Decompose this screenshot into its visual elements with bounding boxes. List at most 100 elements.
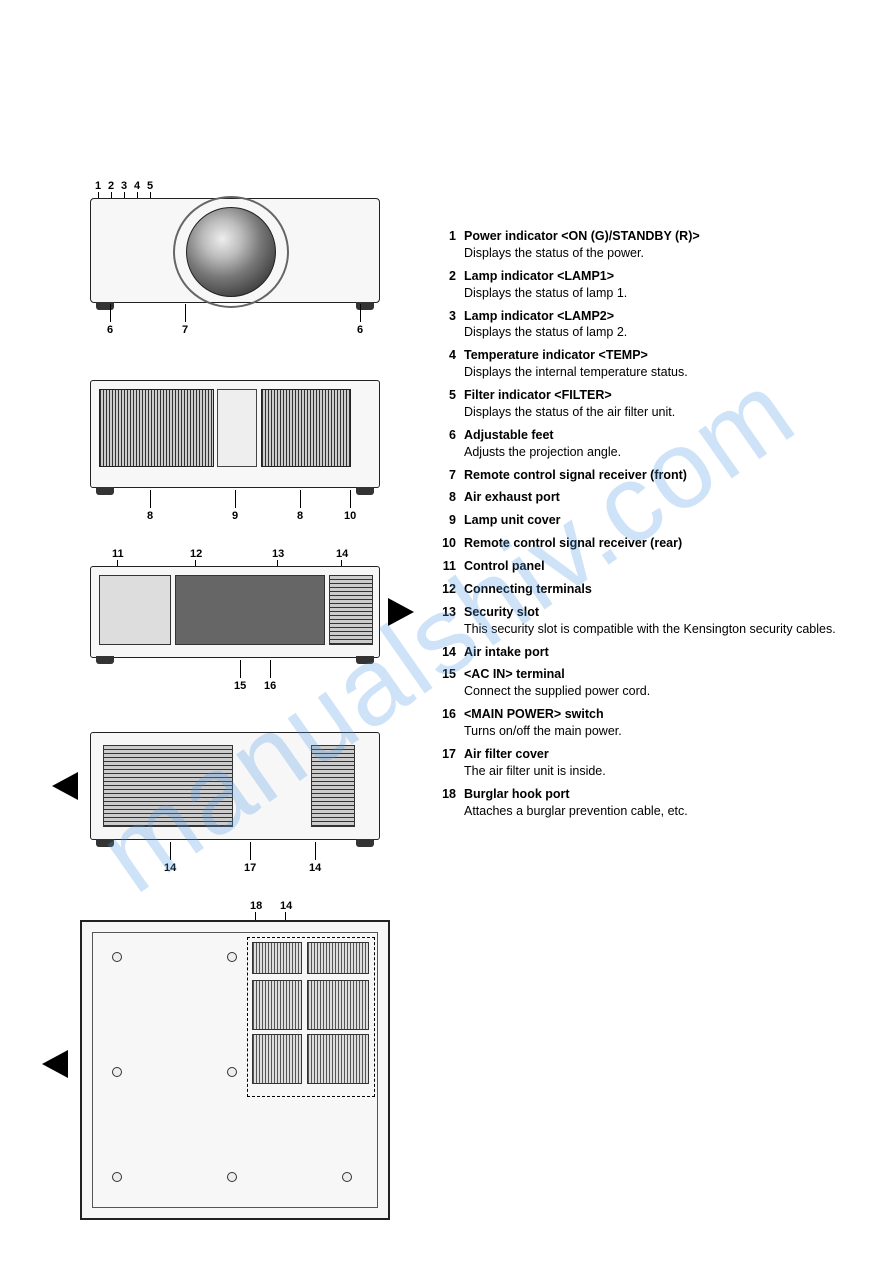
legend-title: Remote control signal receiver (front) (464, 468, 687, 482)
legend-item-15: 15<AC IN> terminal Connect the supplied p… (440, 666, 853, 700)
legend-title: Security slot (464, 605, 539, 619)
direction-arrow-right-icon (388, 598, 414, 626)
legend-item-1: 1Power indicator <ON (G)/STANDBY (R)>Dis… (440, 228, 853, 262)
legend-item-7: 7Remote control signal receiver (front) (440, 467, 853, 484)
lamp-cover-panel (217, 389, 257, 467)
legend-desc: Connect the supplied power cord. (464, 684, 650, 698)
legend-title: <AC IN> terminal (464, 667, 565, 681)
legend-desc: Displays the status of lamp 1. (464, 286, 627, 300)
legend-item-18: 18Burglar hook portAttaches a burglar pr… (440, 786, 853, 820)
legend-title: Adjustable feet (464, 428, 554, 442)
legend-num: 15 (440, 666, 464, 700)
control-panel-area (99, 575, 171, 645)
legend-num: 17 (440, 746, 464, 780)
callout-8a: 8 (147, 510, 153, 522)
legend-title: Lamp indicator <LAMP1> (464, 269, 614, 283)
legend-num: 16 (440, 706, 464, 740)
legend-title: Air exhaust port (464, 490, 560, 504)
projector-lens (186, 207, 276, 297)
legend-item-17: 17Air filter cover The air filter unit is… (440, 746, 853, 780)
legend-body: <AC IN> terminal Connect the supplied pow… (464, 666, 853, 700)
diagrams-column: 1 2 3 4 5 6 7 6 8 (40, 180, 420, 1223)
legend-item-16: 16<MAIN POWER> switchTurns on/off the ma… (440, 706, 853, 740)
legend-desc: The air filter unit is inside. (464, 764, 606, 778)
legend-num: 6 (440, 427, 464, 461)
legend-desc: Turns on/off the main power. (464, 724, 622, 738)
diagram-side-view (90, 732, 380, 840)
legend-item-14: 14Air intake port (440, 644, 853, 661)
callout-4: 4 (134, 180, 140, 192)
callout-9: 9 (232, 510, 238, 522)
diagram-rear-view (90, 380, 380, 488)
legend-desc: Displays the status of the power. (464, 246, 644, 260)
callout-18: 18 (250, 900, 262, 912)
legend-body: Security slot This security slot is compa… (464, 604, 853, 638)
legend-item-2: 2Lamp indicator <LAMP1>Displays the stat… (440, 268, 853, 302)
legend-title: Power indicator <ON (G)/STANDBY (R)> (464, 229, 700, 243)
legend-list: 1Power indicator <ON (G)/STANDBY (R)>Dis… (440, 228, 853, 819)
legend-title: Filter indicator <FILTER> (464, 388, 612, 402)
callout-12: 12 (190, 548, 202, 560)
legend-title: Connecting terminals (464, 582, 592, 596)
legend-item-3: 3Lamp indicator <LAMP2> Displays the stat… (440, 308, 853, 342)
legend-body: Lamp unit cover (464, 512, 853, 529)
diagram-front-view (90, 198, 380, 303)
callout-14a: 14 (336, 548, 348, 560)
callout-16: 16 (264, 680, 276, 692)
legend-desc: This security slot is compatible with th… (464, 622, 836, 636)
callout-7: 7 (182, 324, 188, 336)
callout-6b: 6 (357, 324, 363, 336)
legend-num: 5 (440, 387, 464, 421)
legend-body: Temperature indicator <TEMP> Displays the… (464, 347, 853, 381)
legend-num: 3 (440, 308, 464, 342)
legend-title: Temperature indicator <TEMP> (464, 348, 648, 362)
callout-15: 15 (234, 680, 246, 692)
legend-num: 9 (440, 512, 464, 529)
legend-desc: Adjusts the projection angle. (464, 445, 621, 459)
legend-item-12: 12Connecting terminals (440, 581, 853, 598)
legend-body: Adjustable feet Adjusts the projection an… (464, 427, 853, 461)
callout-1: 1 (95, 180, 101, 192)
legend-num: 13 (440, 604, 464, 638)
callout-14d: 14 (280, 900, 292, 912)
callout-14b: 14 (164, 862, 176, 874)
exhaust-grille-2 (261, 389, 351, 467)
legend-body: Connecting terminals (464, 581, 853, 598)
legend-body: Control panel (464, 558, 853, 575)
legend-body: <MAIN POWER> switchTurns on/off the main… (464, 706, 853, 740)
callout-11: 11 (112, 548, 124, 560)
legend-desc: Displays the internal temperature status… (464, 365, 688, 379)
legend-body: Remote control signal receiver (rear) (464, 535, 853, 552)
legend-item-10: 10Remote control signal receiver (rear) (440, 535, 853, 552)
side-intake-grille-2 (311, 745, 355, 827)
legend-body: Burglar hook portAttaches a burglar prev… (464, 786, 853, 820)
diagram-terminal-view (90, 566, 380, 658)
legend-item-13: 13Security slot This security slot is com… (440, 604, 853, 638)
legend-body: Lamp indicator <LAMP2> Displays the statu… (464, 308, 853, 342)
callout-8b: 8 (297, 510, 303, 522)
legend-num: 11 (440, 558, 464, 575)
legend-body: Remote control signal receiver (front) (464, 467, 853, 484)
legend-body: Lamp indicator <LAMP1> Displays the statu… (464, 268, 853, 302)
legend-title: Remote control signal receiver (rear) (464, 536, 682, 550)
intake-slot-area (329, 575, 373, 645)
legend-num: 7 (440, 467, 464, 484)
diagram-bottom-view (80, 920, 390, 1220)
callout-17: 17 (244, 862, 256, 874)
legend-body: Filter indicator <FILTER> Displays the st… (464, 387, 853, 421)
legend-title: Lamp unit cover (464, 513, 561, 527)
legend-body: Air intake port (464, 644, 853, 661)
manual-page: manualshiv.com 1 2 3 4 5 6 7 6 (0, 0, 893, 1263)
legend-title: Lamp indicator <LAMP2> (464, 309, 614, 323)
legend-item-4: 4Temperature indicator <TEMP> Displays th… (440, 347, 853, 381)
legend-desc: Displays the status of the air filter un… (464, 405, 675, 419)
legend-item-11: 11Control panel (440, 558, 853, 575)
legend-desc: Displays the status of lamp 2. (464, 325, 627, 339)
legend-num: 4 (440, 347, 464, 381)
legend-title: Air filter cover (464, 747, 549, 761)
legend-num: 10 (440, 535, 464, 552)
legend-num: 12 (440, 581, 464, 598)
legend-num: 14 (440, 644, 464, 661)
exhaust-grille-1 (99, 389, 214, 467)
legend-body: Air exhaust port (464, 489, 853, 506)
